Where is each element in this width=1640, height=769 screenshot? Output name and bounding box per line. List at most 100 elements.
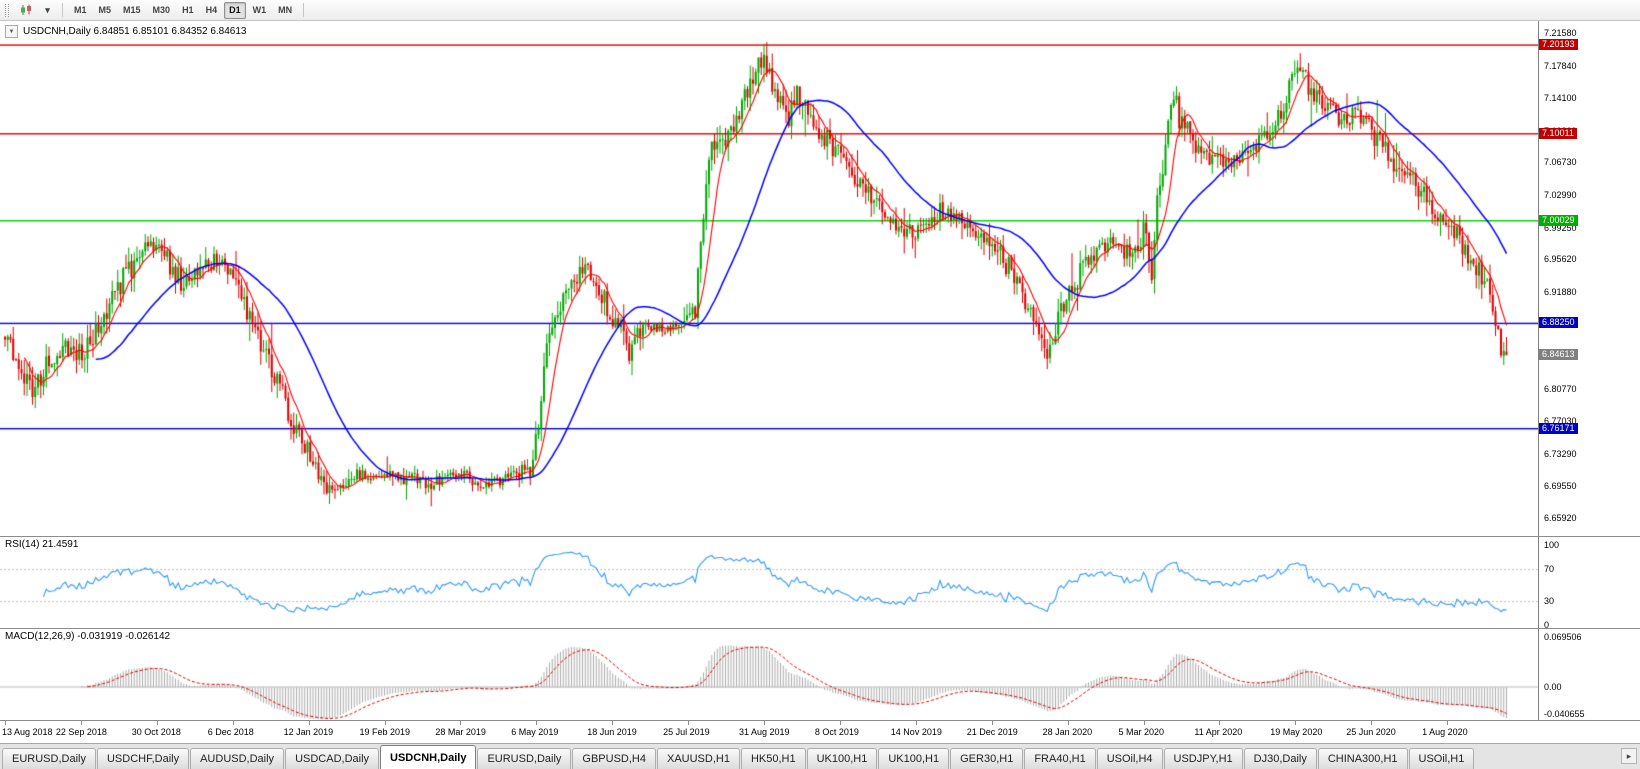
date-label: 13 Aug 2018: [2, 727, 53, 737]
timeframe-button-m15[interactable]: M15: [123, 5, 141, 15]
time-axis-tick: [156, 721, 158, 725]
toolbar-separator: [303, 3, 305, 17]
chart-tab-13[interactable]: USOil,H4: [1096, 748, 1163, 769]
timeframe-button-h4[interactable]: H4: [205, 5, 218, 15]
date-label: 18 Jun 2019: [587, 727, 637, 737]
date-label: 8 Oct 2019: [814, 727, 859, 737]
chart-tab-6[interactable]: GBPUSD,H4: [572, 748, 656, 769]
time-axis-tick: [915, 721, 917, 725]
chart-tab-1[interactable]: USDCHF,Daily: [96, 748, 190, 769]
price-level-tag-green: 7.00029: [1539, 214, 1578, 226]
price-axis-label: 6.80770: [1544, 383, 1577, 394]
chart-tab-10[interactable]: UK100,H1: [878, 748, 950, 769]
one-click-trading-toggle[interactable]: ▼: [5, 25, 18, 38]
date-label: 28 Mar 2019: [435, 727, 486, 737]
date-label: 31 Aug 2019: [739, 727, 790, 737]
chart-tab-15[interactable]: DJ30,Daily: [1243, 748, 1317, 769]
time-axis-tick: [1371, 721, 1373, 725]
date-label: 6 May 2019: [511, 727, 559, 737]
time-axis-tick: [308, 721, 310, 725]
price-axis-label: 7.02990: [1544, 189, 1577, 200]
rsi-axis-label: 0: [1544, 620, 1550, 630]
panel-divider[interactable]: [0, 628, 1640, 629]
timeframe-button-m1[interactable]: M1: [74, 5, 87, 15]
timeframe-button-w1[interactable]: W1: [252, 5, 267, 15]
chart-tab-2[interactable]: AUDUSD,Daily: [190, 748, 285, 769]
time-axis-tick: [839, 721, 841, 725]
time-axis-tick: [991, 721, 993, 725]
timeframe-button-mn[interactable]: MN: [278, 5, 293, 15]
chart-tab-14[interactable]: USDJPY,H1: [1163, 748, 1243, 769]
time-axis-tick: [1219, 721, 1221, 725]
date-label: 14 Nov 2019: [890, 727, 942, 737]
price-axis-label: 7.06730: [1544, 157, 1577, 168]
timeframe-toolbar: ▾ M1 M5 M15 M30 H1 H4 D1 W1 MN: [0, 0, 1640, 21]
chart-tab-12[interactable]: FRA40,H1: [1024, 748, 1096, 769]
chart-title: ▼ USDCNH,Daily 6.84851 6.85101 6.84352 6…: [5, 25, 247, 38]
collapse-triangle-icon: ▼: [8, 28, 15, 35]
macd-axis-label: 0.069506: [1544, 632, 1582, 642]
chart-type-dropdown-button[interactable]: ▾: [39, 2, 56, 19]
price-axis-label: 6.77030: [1544, 416, 1577, 427]
tab-scroll-right-button[interactable]: ▸: [1621, 748, 1637, 764]
date-label: 11 Apr 2020: [1194, 727, 1243, 737]
rsi-axis-label: 30: [1544, 596, 1555, 606]
price-axis[interactable]: 7.215807.178407.141007.103607.067307.029…: [1538, 21, 1640, 721]
date-label: 12 Jan 2019: [283, 727, 334, 737]
time-axis-tick: [460, 721, 462, 725]
time-axis-tick: [1067, 721, 1069, 725]
caret-down-icon: ▾: [45, 4, 50, 15]
date-label: 28 Jan 2020: [1042, 727, 1093, 737]
chart-tab-11[interactable]: GER30,H1: [950, 748, 1024, 769]
time-axis[interactable]: 13 Aug 2018 22 Sep 2018 30 Oct 2018 6 Dec 2…: [0, 721, 1640, 743]
chart-window: ▼ USDCNH,Daily 6.84851 6.85101 6.84352 6…: [0, 21, 1640, 743]
date-label: 21 Dec 2019: [966, 727, 1018, 737]
chart-tab-8[interactable]: HK50,H1: [740, 748, 806, 769]
time-axis-tick: [80, 721, 82, 725]
chart-tab-9[interactable]: UK100,H1: [806, 748, 878, 769]
chart-tab-17[interactable]: USOil,H1: [1408, 748, 1475, 769]
chart-tab-0[interactable]: EURUSD,Daily: [2, 748, 96, 769]
chart-tab-7[interactable]: XAUUSD,H1: [656, 748, 740, 769]
timeframe-button-h1[interactable]: H1: [182, 5, 194, 15]
price-axis-label: 6.91880: [1544, 286, 1577, 297]
chart-tab-5[interactable]: EURUSD,Daily: [477, 748, 572, 769]
candlestick-chart-icon: [21, 4, 31, 15]
toolbar-separator: [62, 3, 63, 17]
rsi-axis-label: 100: [1544, 540, 1560, 550]
price-axis-label: 7.17840: [1544, 60, 1577, 71]
time-axis-tick: [536, 721, 538, 725]
date-label: 19 Feb 2019: [359, 727, 411, 737]
chart-tab-3[interactable]: USDCAD,Daily: [285, 748, 380, 769]
date-label: 19 May 2020: [1270, 727, 1323, 737]
current-price-tag: 6.84613: [1539, 349, 1578, 361]
price-level-tag-red: 7.10011: [1539, 127, 1577, 139]
price-chart-canvas[interactable]: [0, 21, 1538, 721]
price-axis-label: 6.69550: [1544, 481, 1577, 492]
chart-type-button[interactable]: [15, 2, 37, 19]
rsi-axis-label: 70: [1544, 564, 1555, 574]
chart-tab-16[interactable]: CHINA300,H1: [1317, 748, 1408, 769]
price-level-tag-red: 7.20193: [1539, 39, 1578, 51]
time-axis-tick: [612, 721, 614, 725]
price-axis-label: 7.21580: [1544, 28, 1577, 38]
time-axis-tick: [688, 721, 690, 725]
time-axis-tick: [1143, 721, 1145, 725]
timeframe-button-m5[interactable]: M5: [98, 5, 112, 15]
timeframe-button-group: M1 M5 M15 M30 H1 H4 D1 W1 MN: [68, 1, 298, 19]
time-axis-tick: [232, 721, 234, 725]
price-axis-label: 7.14100: [1544, 93, 1577, 104]
price-axis-label: 6.65920: [1544, 513, 1577, 523]
timeframe-button-d1[interactable]: D1: [224, 1, 246, 19]
panel-divider[interactable]: [0, 536, 1640, 537]
macd-indicator-label: MACD(12,26,9) -0.031919 -0.026142: [5, 631, 171, 642]
timeframe-button-m30[interactable]: M30: [152, 5, 171, 15]
time-axis-tick: [384, 721, 386, 725]
time-axis-tick: [764, 721, 765, 725]
price-level-tag-blue: 6.88250: [1539, 317, 1578, 329]
date-label: 25 Jun 2020: [1346, 727, 1396, 737]
macd-axis-label: 0.00: [1544, 682, 1562, 693]
chart-tab-4[interactable]: USDCNH,Daily: [380, 745, 477, 769]
toolbar-drag-handle[interactable]: [5, 3, 9, 17]
